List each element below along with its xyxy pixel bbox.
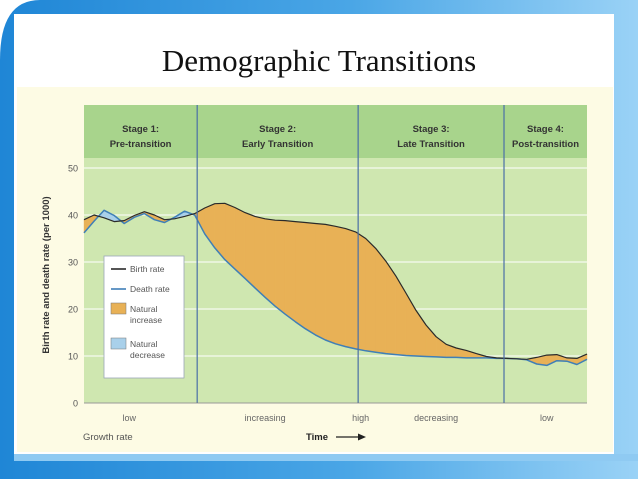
natural-increase-area <box>254 216 266 298</box>
natural-increase-area <box>285 220 296 323</box>
natural-increase-area <box>234 207 246 279</box>
natural-increase-area <box>375 247 386 354</box>
y-tick-label: 20 <box>68 305 78 315</box>
y-tick-label: 0 <box>73 399 78 409</box>
growth-rate-label: decreasing <box>414 413 458 423</box>
stage-title: Stage 3: <box>413 124 450 135</box>
slide-title: Demographic Transitions <box>161 43 477 78</box>
stage-subtitle: Early Transition <box>242 139 313 150</box>
growth-rate-label: low <box>123 413 137 423</box>
natural-increase-area <box>244 212 256 289</box>
stage-subtitle: Post-transition <box>512 139 579 150</box>
natural-increase-area <box>335 226 346 347</box>
stage-header-band <box>84 105 587 158</box>
growth-rate-title: Growth rate <box>83 432 133 443</box>
legend-box <box>103 255 185 379</box>
y-tick-label: 10 <box>68 352 78 362</box>
legend-swatch <box>110 302 127 315</box>
natural-increase-area <box>345 228 356 350</box>
natural-increase-area <box>385 260 397 355</box>
legend-label: Natural <box>130 304 158 314</box>
birth-rate-line <box>83 202 588 360</box>
legend-label: Birth rate <box>130 264 165 274</box>
stage-title: Stage 2: <box>259 124 296 135</box>
legend-label: Death rate <box>130 284 170 294</box>
legend-label: increase <box>130 315 162 325</box>
stage-subtitle: Late Transition <box>397 139 465 150</box>
y-tick-label: 30 <box>68 258 78 268</box>
natural-increase-area <box>325 224 336 345</box>
y-tick-label: 40 <box>68 211 78 221</box>
slide-bottom-band <box>14 454 638 461</box>
natural-increase-area <box>315 223 326 341</box>
legend-label: decrease <box>130 350 165 360</box>
time-arrow-head <box>358 433 366 441</box>
x-axis-label: Time <box>306 432 328 443</box>
natural-increase-area <box>295 221 306 330</box>
stage-title: Stage 4: <box>527 124 564 135</box>
natural-increase-area <box>274 219 286 315</box>
natural-increase-area <box>365 238 376 353</box>
growth-rate-label: low <box>540 413 554 423</box>
y-tick-label: 50 <box>68 164 78 174</box>
natural-increase-area <box>264 218 276 307</box>
natural-increase-area <box>305 222 316 336</box>
growth-rate-label: high <box>352 413 369 423</box>
y-axis-label: Birth rate and death rate (per 1000) <box>41 196 52 353</box>
stage-subtitle: Pre-transition <box>110 139 172 150</box>
stage-title: Stage 1: <box>122 124 159 135</box>
legend-label: Natural <box>130 339 158 349</box>
natural-increase-area <box>355 231 366 352</box>
growth-rate-label: increasing <box>245 413 286 423</box>
legend-swatch <box>110 337 127 350</box>
natural-increase-area <box>224 202 236 270</box>
